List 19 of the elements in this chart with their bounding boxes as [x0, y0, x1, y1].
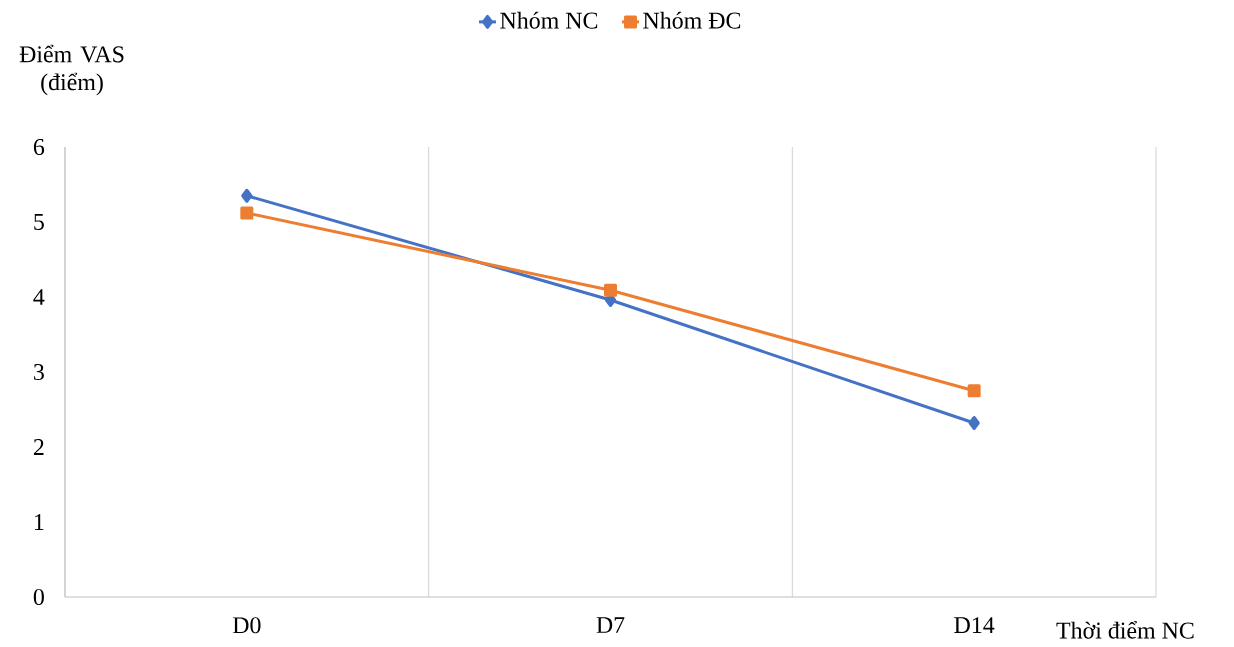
legend-label: Nhóm NC: [500, 11, 598, 29]
y-tick-label: 6: [33, 138, 45, 156]
y-axis-title: Điểm VAS (điểm): [19, 44, 124, 96]
y-tick-label: 5: [34, 214, 44, 230]
point: [968, 416, 980, 430]
y-tick-label: 0: [33, 588, 44, 606]
y-tick-label: 1: [34, 514, 44, 530]
x-tick-label: D0: [232, 617, 261, 634]
y-tick-label: 4: [33, 289, 45, 305]
legend-label: Nhóm ĐC: [643, 11, 741, 29]
point: [240, 206, 254, 220]
x-tick-label: D14: [954, 617, 995, 633]
point: [603, 283, 617, 297]
point: [241, 188, 253, 203]
x-tick-label: D7: [596, 617, 625, 633]
y-tick-label: 3: [34, 363, 44, 381]
y-tick-label: 2: [33, 439, 44, 455]
x-axis-title: Thời điểm NC: [1056, 621, 1194, 639]
point: [967, 384, 981, 398]
